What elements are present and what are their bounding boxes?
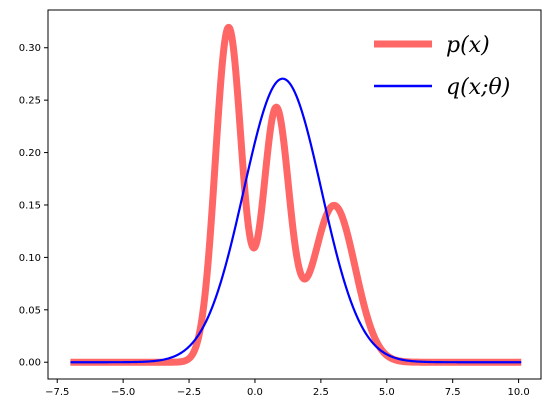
y-tick-label: 0.05 xyxy=(19,305,41,316)
y-tick-label: 0.25 xyxy=(19,96,41,107)
y-tick-label: 0.10 xyxy=(19,253,41,264)
x-tick-label: −5.0 xyxy=(111,387,135,398)
plot-frame xyxy=(47,9,542,380)
x-tick-label: 7.5 xyxy=(445,387,461,398)
plot-lines xyxy=(67,23,524,366)
y-tick-label: 0.30 xyxy=(19,43,41,54)
legend-label-q: q(x;θ) xyxy=(446,75,510,100)
series-line-q xyxy=(70,77,522,364)
y-tick-label: 0.15 xyxy=(19,200,41,211)
x-axis: −7.5 −5.0 −2.5 0.0 2.5 5.0 7.5 10.0 xyxy=(45,379,530,398)
x-tick-label: 5.0 xyxy=(379,387,395,398)
x-tick-label: 10.0 xyxy=(507,387,529,398)
x-tick-label: 0.0 xyxy=(247,387,263,398)
y-tick-label: 0.00 xyxy=(19,358,41,369)
legend-label-p: p(x) xyxy=(446,33,490,58)
x-tick-label: 2.5 xyxy=(313,387,329,398)
legend: p(x) q(x;θ) xyxy=(374,33,510,100)
x-tick-label: −2.5 xyxy=(177,387,201,398)
y-tick-label: 0.20 xyxy=(19,148,41,159)
x-tick-label: −7.5 xyxy=(45,387,69,398)
y-axis: 0.00 0.05 0.10 0.15 0.20 0.25 0.30 xyxy=(19,43,48,369)
